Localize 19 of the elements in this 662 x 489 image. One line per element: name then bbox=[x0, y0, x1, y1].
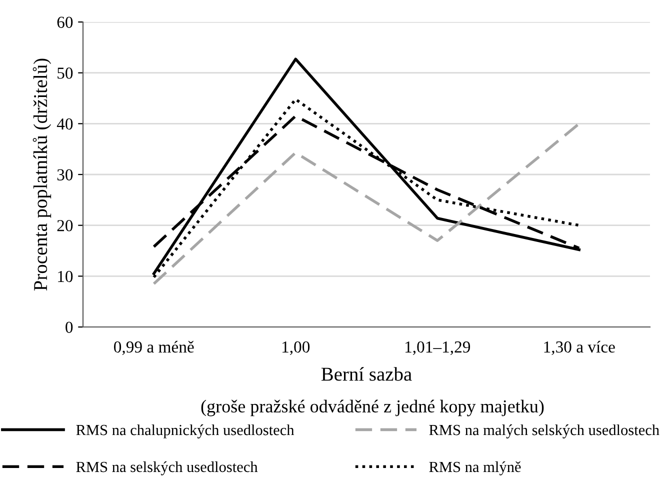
x-axis-title: Berní sazba bbox=[321, 367, 412, 381]
x-tick-label: 1,30 a více bbox=[544, 340, 615, 356]
y-tick-label: 0 bbox=[66, 322, 73, 333]
y-axis-title: Procenta poplatníků (držitelů) bbox=[32, 58, 52, 291]
legend-label: RMS na mlýně bbox=[429, 461, 521, 476]
y-tick-label: 20 bbox=[57, 220, 73, 232]
y-tick-label: 40 bbox=[56, 118, 73, 130]
legend-label: RMS na malých selských usedlostech bbox=[429, 424, 660, 438]
y-tick-label: 30 bbox=[57, 169, 73, 180]
y-tick-label: 10 bbox=[58, 270, 73, 282]
legend-label: RMS na chalupnických usedlostech bbox=[76, 424, 294, 438]
line-series bbox=[152, 122, 581, 286]
legend-label: RMS na selských usedlostech bbox=[76, 461, 258, 476]
x-tick-label: 1,01–1,29 bbox=[406, 341, 470, 356]
x-tick-label: 0,99 a méně bbox=[114, 340, 194, 356]
text: (groše pražské odváděné z jedné kopy majetku) bbox=[201, 400, 544, 416]
x-tick-label: 1,00 bbox=[282, 341, 310, 356]
y-tick-label: 60 bbox=[57, 16, 73, 28]
y-tick-label: 50 bbox=[58, 68, 73, 79]
